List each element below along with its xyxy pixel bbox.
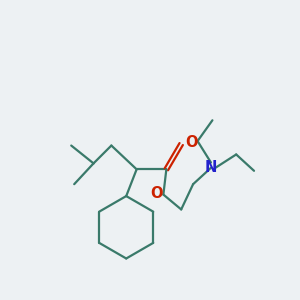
- Text: O: O: [185, 135, 198, 150]
- Text: O: O: [151, 186, 163, 201]
- Text: N: N: [205, 160, 217, 175]
